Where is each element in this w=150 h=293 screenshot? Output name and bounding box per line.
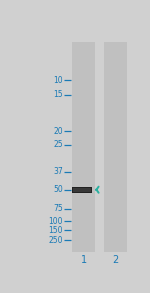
Text: 50: 50	[53, 185, 63, 194]
Text: 15: 15	[53, 91, 63, 99]
Text: 10: 10	[53, 76, 63, 85]
Text: 150: 150	[48, 226, 63, 235]
Bar	[104, 42, 127, 252]
Text: 75: 75	[53, 205, 63, 213]
Text: 250: 250	[48, 236, 63, 245]
Text: 1: 1	[81, 255, 87, 265]
Bar	[73, 188, 91, 192]
Text: 37: 37	[53, 167, 63, 176]
Text: 100: 100	[48, 217, 63, 226]
Bar	[72, 42, 95, 252]
Text: 20: 20	[53, 127, 63, 136]
Text: 25: 25	[53, 140, 63, 149]
Bar	[72, 187, 92, 193]
Text: 2: 2	[112, 255, 118, 265]
